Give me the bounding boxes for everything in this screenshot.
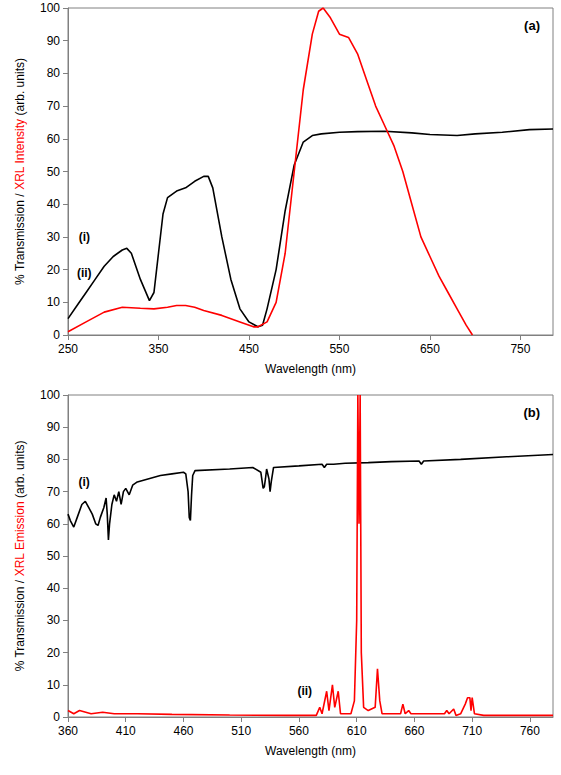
svg-text:100: 100 xyxy=(40,388,60,402)
svg-text:70: 70 xyxy=(47,485,61,499)
svg-text:10: 10 xyxy=(47,295,61,309)
svg-text:60: 60 xyxy=(47,517,61,531)
svg-text:% Transmission /: % Transmission / xyxy=(13,190,27,285)
svg-text:Wavelength (nm): Wavelength (nm) xyxy=(265,362,356,376)
svg-text:560: 560 xyxy=(289,724,309,738)
svg-text:80: 80 xyxy=(47,452,61,466)
svg-text:360: 360 xyxy=(58,724,78,738)
svg-text:460: 460 xyxy=(173,724,193,738)
svg-text:20: 20 xyxy=(47,263,61,277)
svg-text:250: 250 xyxy=(58,342,78,356)
svg-text:90: 90 xyxy=(47,34,61,48)
svg-text:760: 760 xyxy=(520,724,540,738)
svg-text:(ii): (ii) xyxy=(77,266,92,280)
svg-text:(arb. units): (arb. units) xyxy=(13,58,27,119)
svg-text:(a): (a) xyxy=(524,18,540,33)
svg-text:450: 450 xyxy=(239,342,259,356)
svg-text:10: 10 xyxy=(47,678,61,692)
svg-text:50: 50 xyxy=(47,165,61,179)
svg-text:750: 750 xyxy=(510,342,530,356)
svg-text:80: 80 xyxy=(47,66,61,80)
svg-text:410: 410 xyxy=(116,724,136,738)
svg-text:30: 30 xyxy=(47,613,61,627)
svg-text:% Transmission /: % Transmission / xyxy=(13,577,27,672)
svg-text:(b): (b) xyxy=(523,405,540,420)
svg-text:(i): (i) xyxy=(79,475,90,489)
svg-text:40: 40 xyxy=(47,197,61,211)
svg-text:Wavelength (nm): Wavelength (nm) xyxy=(265,744,356,758)
svg-text:(ii): (ii) xyxy=(297,684,312,698)
svg-text:20: 20 xyxy=(47,646,61,660)
svg-text:90: 90 xyxy=(47,420,61,434)
svg-text:30: 30 xyxy=(47,230,61,244)
svg-text:510: 510 xyxy=(231,724,251,738)
svg-text:XRL Intensity: XRL Intensity xyxy=(13,119,27,190)
svg-text:710: 710 xyxy=(462,724,482,738)
svg-text:0: 0 xyxy=(53,710,60,724)
svg-text:610: 610 xyxy=(347,724,367,738)
svg-text:XRL Emission: XRL Emission xyxy=(13,501,27,576)
svg-text:40: 40 xyxy=(47,581,61,595)
svg-text:650: 650 xyxy=(420,342,440,356)
svg-text:70: 70 xyxy=(47,99,61,113)
svg-text:550: 550 xyxy=(329,342,349,356)
svg-text:100: 100 xyxy=(40,1,60,15)
svg-text:(arb. units): (arb. units) xyxy=(13,441,27,502)
svg-text:60: 60 xyxy=(47,132,61,146)
svg-text:(i): (i) xyxy=(79,230,90,244)
svg-text:0: 0 xyxy=(53,328,60,342)
svg-text:350: 350 xyxy=(148,342,168,356)
svg-text:50: 50 xyxy=(47,549,61,563)
svg-text:660: 660 xyxy=(404,724,424,738)
